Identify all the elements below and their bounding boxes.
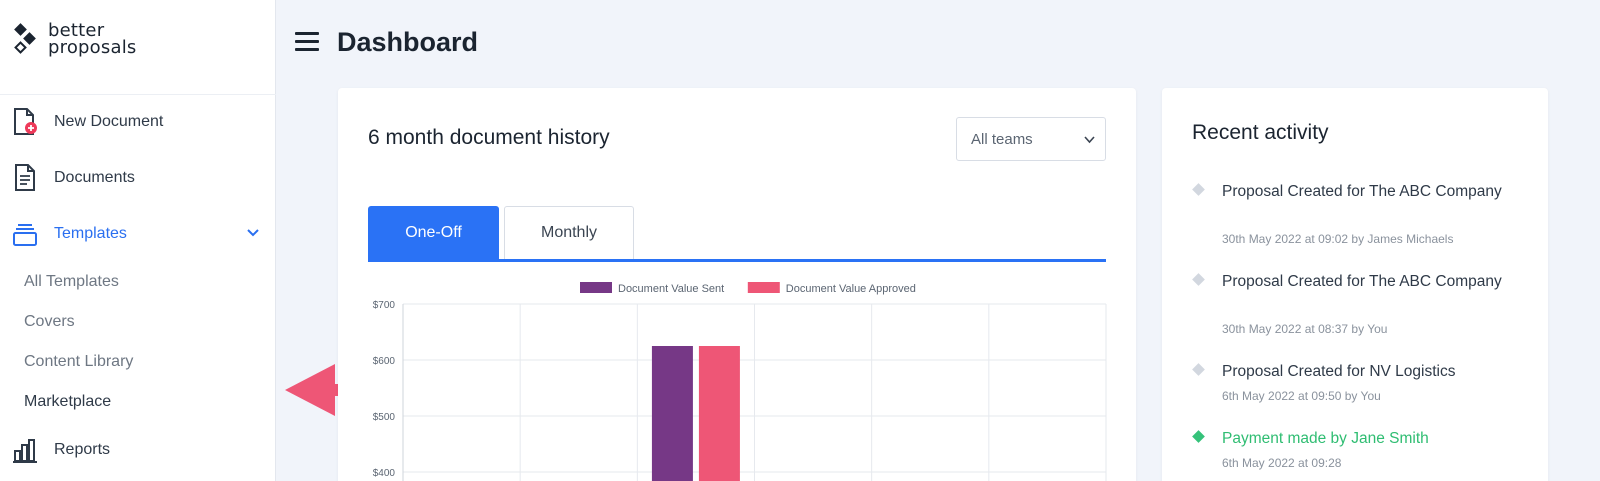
activity-text: Proposal Created for The ABC Company: [1222, 183, 1502, 200]
legend-label: Document Value Sent: [618, 283, 724, 295]
y-tick-label: $700: [373, 300, 396, 311]
sidebar-divider: [0, 94, 276, 95]
team-filter-select[interactable]: All teams: [956, 117, 1106, 161]
annotation-arrow-head: [285, 364, 335, 416]
new-document-icon: [14, 108, 37, 135]
chart-card-title: 6 month document history: [368, 126, 610, 149]
activity-title: Recent activity: [1192, 121, 1329, 144]
recent-activity-card: Recent activity Proposal Created for The…: [1162, 88, 1548, 481]
legend-swatch: [580, 282, 612, 293]
sidebar-item-label: Documents: [54, 169, 135, 186]
sidebar-subitem-content-library[interactable]: Content Library: [24, 353, 134, 370]
brand-name: better proposals: [48, 20, 137, 58]
brand-logo[interactable]: better proposals: [14, 22, 136, 60]
activity-meta: 30th May 2022 at 08:37 by You: [1222, 322, 1388, 336]
activity-meta: 6th May 2022 at 09:28: [1222, 456, 1342, 470]
menu-hamburger-icon[interactable]: [295, 32, 319, 52]
sidebar-item-label: Reports: [54, 441, 111, 458]
templates-icon: [13, 224, 37, 246]
sidebar-item-templates[interactable]: Templates: [0, 214, 276, 254]
sidebar-item-documents[interactable]: Documents: [0, 158, 276, 198]
legend-label: Document Value Approved: [786, 283, 916, 295]
bar-approved: [698, 346, 740, 481]
activity-diamond-icon: [1192, 363, 1205, 376]
sidebar-subitem-marketplace[interactable]: Marketplace: [24, 393, 112, 410]
tab-one-off[interactable]: One-Off: [368, 206, 499, 259]
legend-swatch: [747, 282, 780, 293]
activity-meta: 6th May 2022 at 09:50 by You: [1222, 389, 1381, 403]
sidebar-subitem-all-templates[interactable]: All Templates: [24, 273, 119, 290]
activity-diamond-icon: [1192, 430, 1205, 443]
sidebar-subitem-covers[interactable]: Covers: [24, 313, 75, 330]
team-filter-value: All teams: [971, 130, 1033, 148]
bar-chart-icon: [13, 439, 37, 463]
document-icon: [15, 164, 35, 191]
y-tick-label: $600: [373, 356, 396, 367]
document-history-card: 6 month document history All teams One-O…: [338, 88, 1136, 481]
bar-sent: [651, 346, 693, 481]
sidebar-item-new-document[interactable]: New Document: [0, 102, 276, 142]
activity-diamond-icon: [1192, 273, 1205, 286]
sidebar-item-reports[interactable]: Reports: [0, 430, 276, 470]
chevron-down-icon: [1084, 136, 1095, 144]
activity-text: Proposal Created for The ABC Company: [1222, 273, 1502, 290]
activity-text: Proposal Created for NV Logistics: [1222, 363, 1456, 380]
brand-line-2: proposals: [48, 37, 137, 58]
sidebar: better proposals New Document Documents …: [0, 0, 276, 481]
activity-meta: 30th May 2022 at 09:02 by James Michaels: [1222, 232, 1454, 246]
page-title: Dashboard: [337, 27, 479, 57]
tab-monthly[interactable]: Monthly: [504, 206, 634, 259]
activity-diamond-icon: [1192, 183, 1205, 196]
sidebar-item-label: Templates: [54, 225, 127, 242]
sidebar-item-label: New Document: [54, 113, 164, 130]
y-tick-label: $500: [373, 412, 396, 423]
y-tick-label: $400: [373, 468, 396, 479]
logo-mark-icon: [14, 22, 44, 60]
chevron-down-icon[interactable]: [246, 226, 260, 240]
tab-underline: [368, 259, 1106, 262]
activity-text: Payment made by Jane Smith: [1222, 430, 1429, 447]
bar-chart: Document Value Sent Document Value Approv…: [373, 282, 1107, 481]
brand-line-1: better: [48, 20, 105, 41]
